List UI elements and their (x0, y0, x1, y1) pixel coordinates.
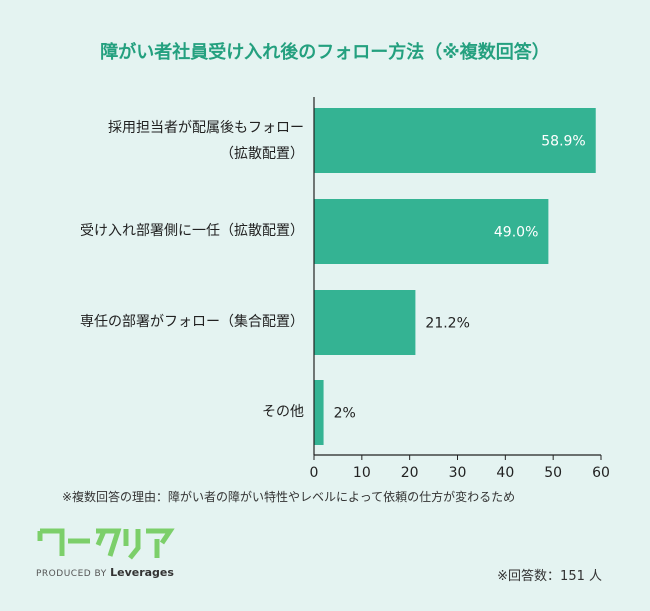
x-axis: 0 10 20 30 40 50 60 (310, 97, 610, 481)
category-label-3: その他 (262, 399, 304, 425)
bar-3 (314, 380, 324, 445)
x-tick-label-1: 10 (353, 465, 371, 481)
category-label-0-line-1: （拡散配置） (220, 146, 304, 162)
value-label-0: 58.9% (541, 134, 585, 150)
x-tick-label-0: 0 (310, 465, 319, 481)
category-label-1-line-0: 受け入れ部署側に一任（拡散配置） (80, 223, 304, 239)
category-label-3-line-0: その他 (262, 404, 304, 420)
category-label-1: 受け入れ部署側に一任（拡散配置） (80, 218, 304, 244)
produced-by-text: PRODUCED BY (36, 569, 107, 579)
footnote-reason: ※複数回答の理由：障がい者の障がい特性やレベルによって依頼の仕方が変わるため (62, 490, 516, 504)
category-label-0-line-0: 採用担当者が配属後もフォロー (108, 120, 304, 136)
value-label-1: 49.0% (494, 225, 538, 241)
x-tick-label-5: 50 (544, 465, 562, 481)
logo-produced-by: PRODUCED BY Leverages (36, 566, 174, 579)
category-label-2-line-0: 専任の部署がフォロー（集合配置） (80, 314, 304, 330)
category-label-0: 採用担当者が配属後もフォロー （拡散配置） (108, 115, 304, 167)
brand-name: Leverages (110, 566, 174, 579)
chart-title: 障がい者社員受け入れ後のフォロー方法（※複数回答） (100, 42, 550, 63)
bars-group: 58.9% 49.0% 21.2% 2% (314, 108, 596, 445)
category-label-2: 専任の部署がフォロー（集合配置） (80, 309, 304, 335)
x-tick-label-6: 60 (592, 465, 610, 481)
bar-0 (314, 108, 596, 173)
bar-2 (314, 290, 416, 355)
value-label-2: 21.2% (425, 316, 469, 332)
respondent-count: ※回答数：151 人 (497, 569, 602, 584)
bar-1 (314, 199, 549, 264)
x-tick-label-4: 40 (496, 465, 514, 481)
logo-mark (37, 528, 175, 560)
value-label-3: 2% (334, 406, 356, 422)
x-tick-label-3: 30 (449, 465, 467, 481)
x-tick-label-2: 20 (401, 465, 419, 481)
